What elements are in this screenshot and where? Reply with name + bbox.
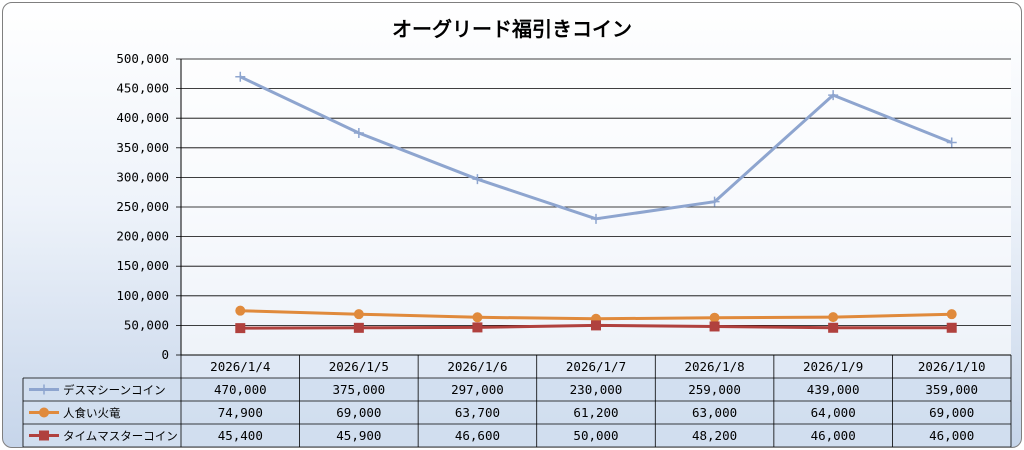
data-point: [828, 312, 839, 323]
data-point: [828, 322, 839, 333]
x-category-label: 2026/1/9: [803, 359, 863, 374]
data-point: [709, 312, 720, 323]
table-row-bg: [23, 401, 1011, 424]
y-tick-label: 0: [161, 347, 169, 362]
table-cell-value: 46,000: [929, 428, 974, 443]
table-row-bg: [23, 378, 1011, 401]
table-cell-value: 46,000: [811, 428, 856, 443]
table-cell-value: 74,900: [218, 405, 263, 420]
legend-key-marker: [39, 430, 49, 441]
table-cell-value: 439,000: [807, 382, 860, 397]
legend-label: タイムマスターコイン: [63, 429, 178, 443]
data-point: [353, 128, 364, 138]
y-tick-label: 250,000: [116, 199, 169, 214]
data-point: [353, 309, 364, 320]
y-tick-label: 100,000: [116, 288, 169, 303]
data-point: [591, 213, 601, 224]
data-point: [946, 137, 957, 148]
table-cell-value: 63,700: [455, 405, 500, 420]
table-cell-value: 50,000: [573, 428, 618, 443]
y-tick-label: 450,000: [116, 81, 169, 96]
table-cell-value: 69,000: [336, 405, 381, 420]
y-tick-label: 150,000: [116, 258, 169, 273]
table-cell-value: 359,000: [925, 382, 978, 397]
table-cell-value: 45,400: [218, 428, 263, 443]
table-cell-value: 297,000: [451, 382, 504, 397]
data-point: [353, 322, 364, 333]
x-category-label: 2026/1/10: [918, 359, 986, 374]
table-header-row: [181, 355, 1011, 378]
x-category-label: 2026/1/8: [684, 359, 744, 374]
table-cell-value: 46,600: [455, 428, 500, 443]
data-point: [709, 321, 720, 332]
table-cell-value: 64,000: [811, 405, 856, 420]
table-cell-value: 375,000: [333, 382, 386, 397]
legend-key-marker: [39, 384, 49, 395]
legend-label: デスマシーンコイン: [63, 383, 166, 397]
data-point: [591, 320, 601, 331]
x-category-label: 2026/1/6: [447, 359, 507, 374]
chart-title: オーグリード福引きコイン: [392, 17, 632, 41]
table-cell-value: 259,000: [688, 382, 741, 397]
data-point: [709, 196, 720, 207]
table-row-bg: [23, 424, 1011, 447]
table-cell-value: 470,000: [214, 382, 267, 397]
data-point: [472, 174, 483, 185]
x-category-label: 2026/1/7: [566, 359, 626, 374]
table-cell-value: 230,000: [570, 382, 623, 397]
data-point: [946, 322, 957, 333]
data-point: [946, 309, 957, 320]
legend-key-marker: [39, 407, 49, 418]
y-tick-label: 200,000: [116, 229, 169, 244]
data-point: [472, 322, 483, 333]
line-chart: 0 50,000 100,000 150,000 200,000 250,000 300,0…: [22, 51, 1012, 447]
y-tick-label: 400,000: [116, 110, 169, 125]
table-cell-value: 61,200: [573, 405, 618, 420]
y-tick-label: 50,000: [124, 317, 169, 332]
data-point: [235, 305, 246, 316]
y-tick-label: 350,000: [116, 140, 169, 155]
y-tick-label: 300,000: [116, 169, 169, 184]
table-cell-value: 48,200: [692, 428, 737, 443]
x-category-label: 2026/1/4: [210, 359, 270, 374]
data-point: [235, 323, 246, 334]
data-point: [472, 312, 483, 323]
table-cell-value: 63,000: [692, 405, 737, 420]
legend-label: 人食い火竜: [63, 406, 121, 420]
y-tick-label: 500,000: [116, 51, 169, 66]
data-point: [235, 71, 246, 82]
table-cell-value: 45,900: [336, 428, 381, 443]
data-point: [828, 90, 839, 101]
x-category-label: 2026/1/5: [329, 359, 389, 374]
table-cell-value: 69,000: [929, 405, 974, 420]
